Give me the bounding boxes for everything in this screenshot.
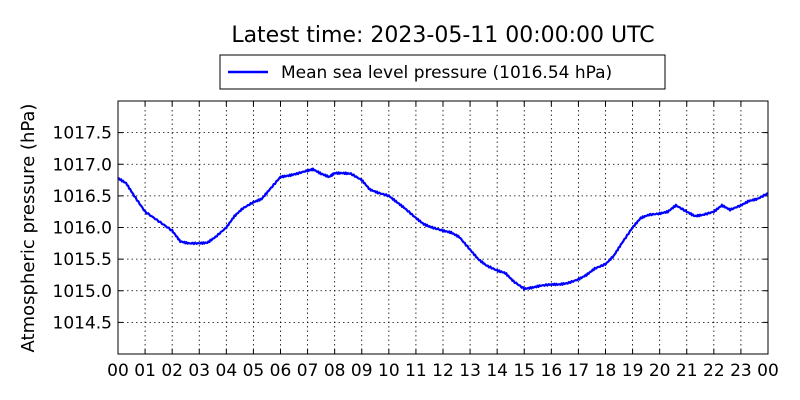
y-tick-label: 1014.5	[53, 313, 112, 333]
y-tick-label: 1016.0	[53, 219, 112, 239]
x-tick-label: 20	[649, 361, 671, 381]
x-tick-label: 23	[730, 361, 752, 381]
legend-box	[219, 54, 666, 90]
y-tick-label: 1017.0	[53, 155, 112, 175]
x-tick-label: 02	[161, 361, 183, 381]
x-tick-label: 00	[107, 361, 129, 381]
axis-ticks: 00 01 02 03 04 05 06 07 08 09 10 11 12 13 14 15 16 17 18 19…	[53, 101, 779, 381]
x-tick-label: 10	[378, 361, 400, 381]
legend: Mean sea level pressure (1016.54 hPa)	[219, 54, 666, 90]
x-tick-label: 06	[270, 361, 292, 381]
x-tick-label: 13	[459, 361, 481, 381]
legend-label: Mean sea level pressure (1016.54 hPa)	[281, 63, 612, 83]
y-axis-label: Atmospheric pressure (hPa)	[18, 104, 39, 353]
chart-title: Latest time: 2023-05-11 00:00:00 UTC	[231, 23, 654, 48]
x-tick-label: 05	[243, 361, 265, 381]
y-tick-label: 1017.5	[53, 124, 112, 144]
plot-frame	[117, 100, 769, 355]
x-tick-label: 16	[541, 361, 563, 381]
x-tick-label: 17	[568, 361, 590, 381]
y-tick-label: 1015.0	[53, 282, 112, 302]
x-tick-label: 22	[703, 361, 725, 381]
x-tick-label: 04	[216, 361, 238, 381]
x-tick-label: 07	[297, 361, 319, 381]
x-tick-label: 08	[324, 361, 346, 381]
x-tick-label: 00	[757, 361, 779, 381]
y-tick-label: 1016.5	[53, 187, 112, 207]
y-tick-label: 1015.5	[53, 250, 112, 270]
x-tick-label: 21	[676, 361, 698, 381]
grid	[118, 101, 768, 354]
series-layer	[117, 167, 769, 291]
x-tick-label: 19	[622, 361, 644, 381]
x-tick-label: 18	[595, 361, 617, 381]
x-tick-label: 09	[351, 361, 373, 381]
x-tick-label: 12	[432, 361, 454, 381]
x-tick-label: 14	[486, 361, 508, 381]
series-line-0	[117, 167, 769, 291]
x-tick-label: 11	[405, 361, 427, 381]
x-tick-label: 03	[188, 361, 210, 381]
x-tick-label: 15	[513, 361, 535, 381]
x-tick-label: 01	[134, 361, 156, 381]
